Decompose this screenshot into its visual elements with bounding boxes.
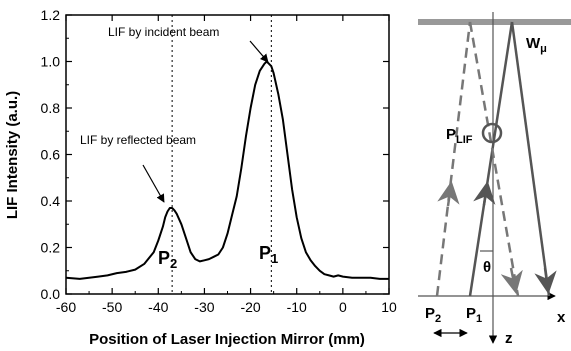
beam-geometry-diagram: Wμ z x θ PLIF P2 P1 xyxy=(418,12,571,347)
y-tick-label: 0.2 xyxy=(41,240,61,256)
x-tick-label: 0 xyxy=(339,299,347,315)
x-tick-label: -40 xyxy=(148,299,168,315)
theta-label: θ xyxy=(483,259,491,276)
x-tick-label: -10 xyxy=(287,299,307,315)
incident-beam-down-arrow xyxy=(534,267,557,295)
x-tick-label: -60 xyxy=(56,299,76,315)
x-axis-ticks: -60 -50 -40 -30 -20 -10 0 10 xyxy=(56,15,397,315)
incident-beam-up xyxy=(468,21,514,297)
x-axis-title: Position of Laser Injection Mirror (mm) xyxy=(89,331,365,348)
reflected-beam-up xyxy=(435,21,472,297)
x-tick-label: -30 xyxy=(194,299,214,315)
x-tick-label: -20 xyxy=(240,299,260,315)
x-tick-label: -50 xyxy=(102,299,122,315)
annotation-reflected-beam: LIF by reflected beam xyxy=(80,133,196,147)
x-tick-label: 10 xyxy=(381,299,397,315)
peak-label-p2: P2 xyxy=(158,248,177,271)
y-tick-label: 0.8 xyxy=(41,100,61,116)
reflected-beam-down-arrow xyxy=(500,267,523,295)
reflected-beam-arrow xyxy=(437,180,460,207)
y-tick-label: 0.4 xyxy=(41,193,61,209)
x-axis-label: x xyxy=(557,309,566,326)
incident-beam-reflected xyxy=(510,21,551,297)
incident-beam-arrow xyxy=(473,180,496,206)
y-tick-label: 0.6 xyxy=(41,147,61,163)
p2-label: P2 xyxy=(425,305,441,325)
lif-point-marker xyxy=(481,122,503,144)
annotation-incident-arrow xyxy=(249,40,269,63)
p1-label: P1 xyxy=(466,305,482,325)
mirror-label: Wμ xyxy=(526,35,547,55)
y-axis-ticks: 0.0 0.2 0.4 0.6 0.8 1.0 1.2 xyxy=(41,7,389,302)
lif-point-label: PLIF xyxy=(446,126,473,146)
y-axis-title: LIF Intensity (a.u.) xyxy=(4,91,21,219)
reflected-beam-down xyxy=(468,21,520,297)
lif-intensity-curve xyxy=(65,60,389,280)
y-tick-label: 1.0 xyxy=(41,54,61,70)
y-tick-label: 1.2 xyxy=(41,7,61,23)
annotation-incident-beam: LIF by incident beam xyxy=(108,25,219,39)
annotation-reflected-arrow xyxy=(142,164,165,203)
y-tick-label: 0.0 xyxy=(41,286,61,302)
plot-frame xyxy=(65,14,390,295)
peak-reference-lines xyxy=(171,15,272,294)
z-axis-label: z xyxy=(505,330,513,347)
lif-intensity-chart: -60 -50 -40 -30 -20 -10 0 10 0.0 0.2 0.4 0.6 0.8 1.0… xyxy=(4,7,397,348)
peak-label-p1: P1 xyxy=(259,243,278,266)
